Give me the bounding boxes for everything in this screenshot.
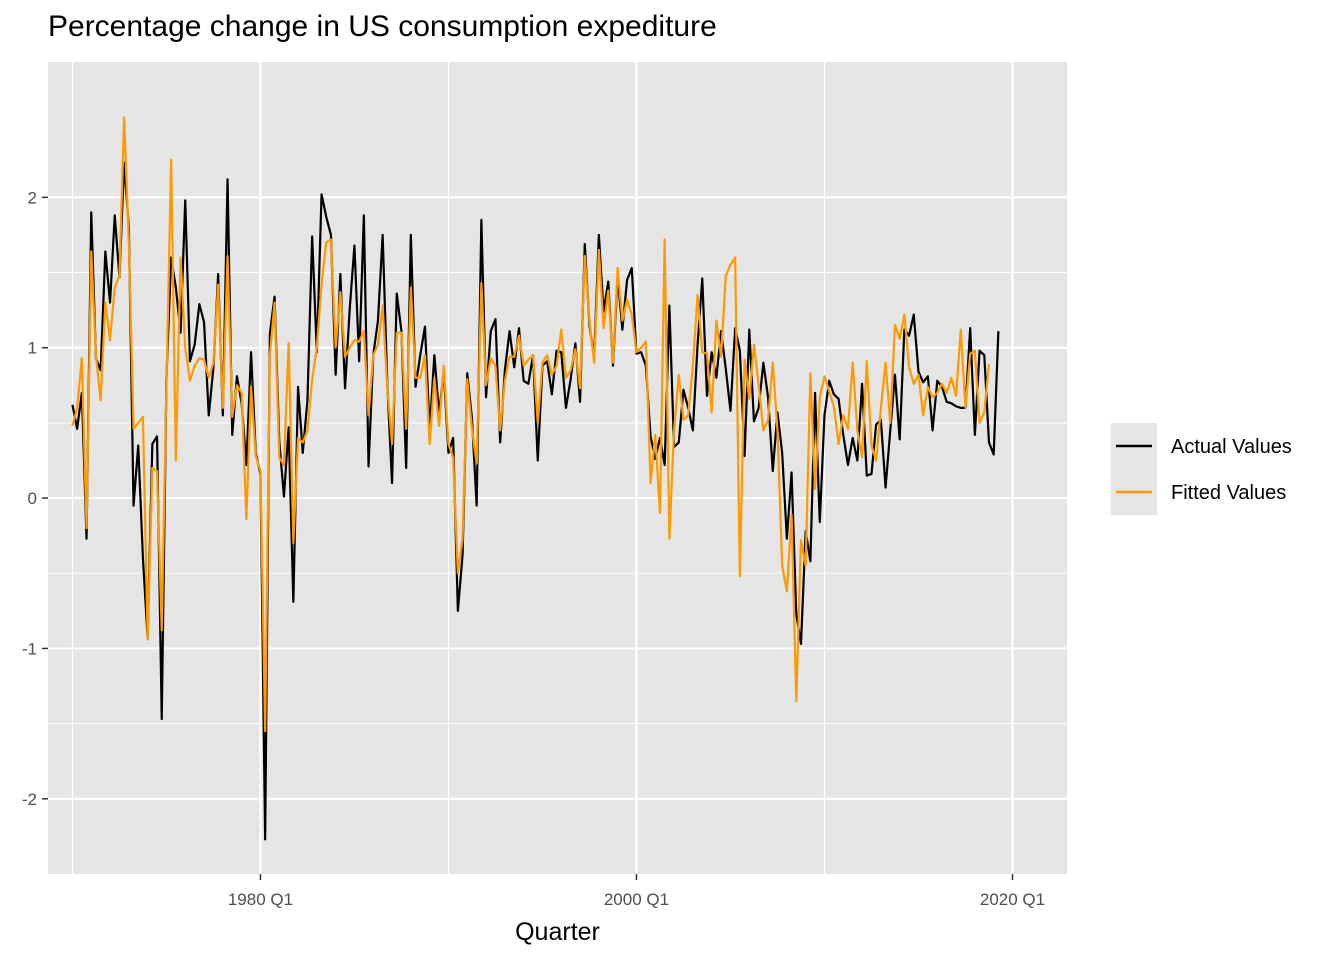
y-tick-label: 1 <box>28 339 37 358</box>
y-tick-label: -1 <box>22 639 37 658</box>
x-tick-label: 2000 Q1 <box>604 890 669 909</box>
major-gridlines <box>48 62 1067 874</box>
plot-panel <box>48 62 1067 874</box>
legend-label: Fitted Values <box>1171 482 1286 504</box>
y-tick-label: 0 <box>28 489 37 508</box>
series-line-fitted <box>71 116 991 733</box>
x-tick-label: 2020 Q1 <box>980 890 1045 909</box>
chart-title: Percentage change in US consumption expe… <box>48 10 717 43</box>
legend: Actual Values Fitted Values <box>1111 423 1292 515</box>
y-tick-label: -2 <box>22 790 37 809</box>
axes: 1980 Q1 2000 Q1 2020 Q1 -2 -1 0 1 2 <box>22 188 1045 909</box>
series-layer <box>71 116 1000 841</box>
y-tick-label: 2 <box>28 188 37 207</box>
legend-label: Actual Values <box>1171 436 1292 458</box>
x-tick-label: 1980 Q1 <box>228 890 293 909</box>
series-line-actual <box>71 161 1000 841</box>
x-axis-title: Quarter <box>515 918 600 946</box>
